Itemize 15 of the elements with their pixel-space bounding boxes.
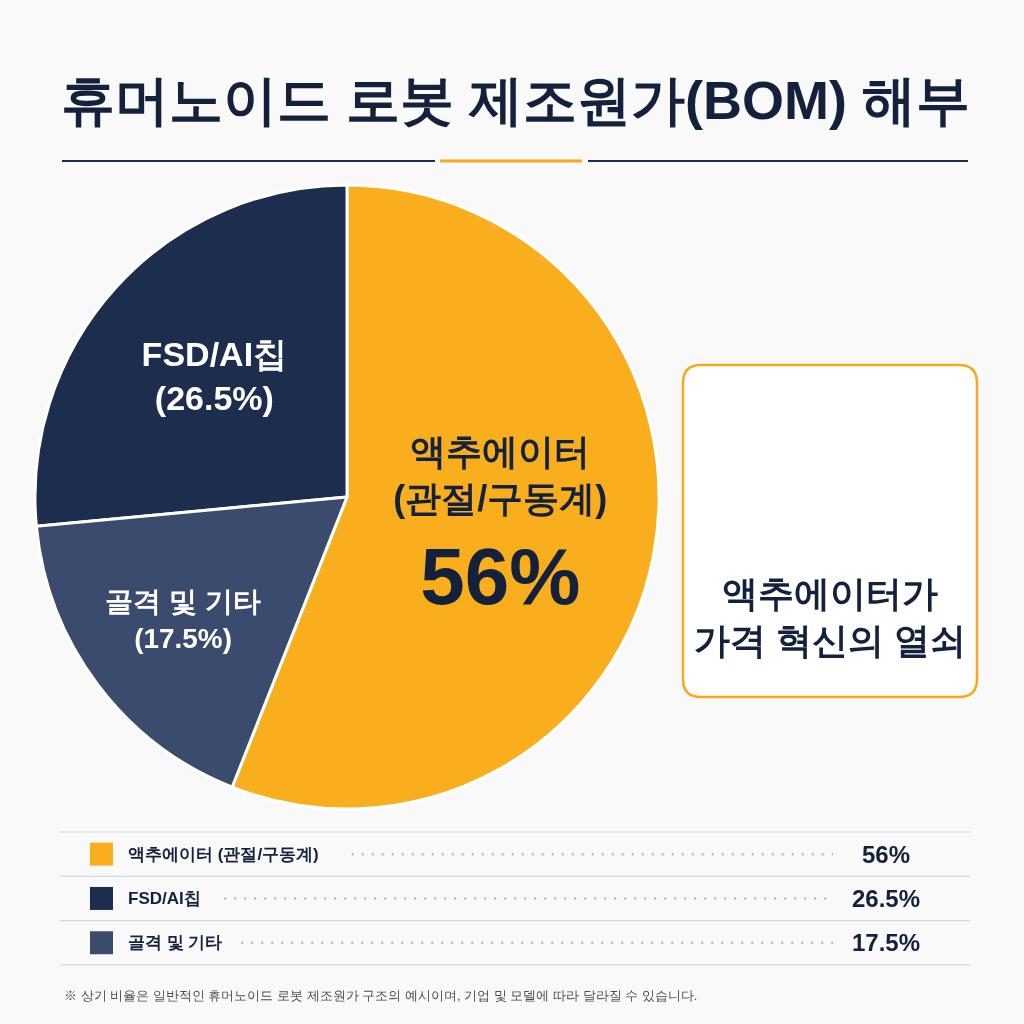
legend-label: 액추에이터 (관절/구동계) [128,845,319,864]
text: 17.5% [852,929,921,956]
data-label: (17.5%) [134,622,232,654]
legend-label: 골격 및 기타 [128,933,223,952]
slice-label: 액추에이터 (관절/구동계) [393,431,608,519]
text: 56% [862,841,911,868]
text: ※ 상기 비율은 일반적인 휴머노이드 로봇 제조원가 구조의 예시이며, 기업 및 모델에 따라 달라질 수 있습니다. [64,988,698,1003]
data-label: 56% [420,532,581,622]
chart-title: 휴머노이드 로봇 제조원가(BOM) 해부 [61,70,970,130]
legend-label: FSD/AI칩 [128,889,201,908]
text: 26.5% [852,885,921,912]
slice-label: FSD/AI칩 [141,335,288,374]
data-label: (26.5%) [154,379,274,418]
slice-label: 골격 및 기타 [105,586,261,618]
text: 액추에이터가 가격 혁신의 열쇠 [694,573,967,661]
